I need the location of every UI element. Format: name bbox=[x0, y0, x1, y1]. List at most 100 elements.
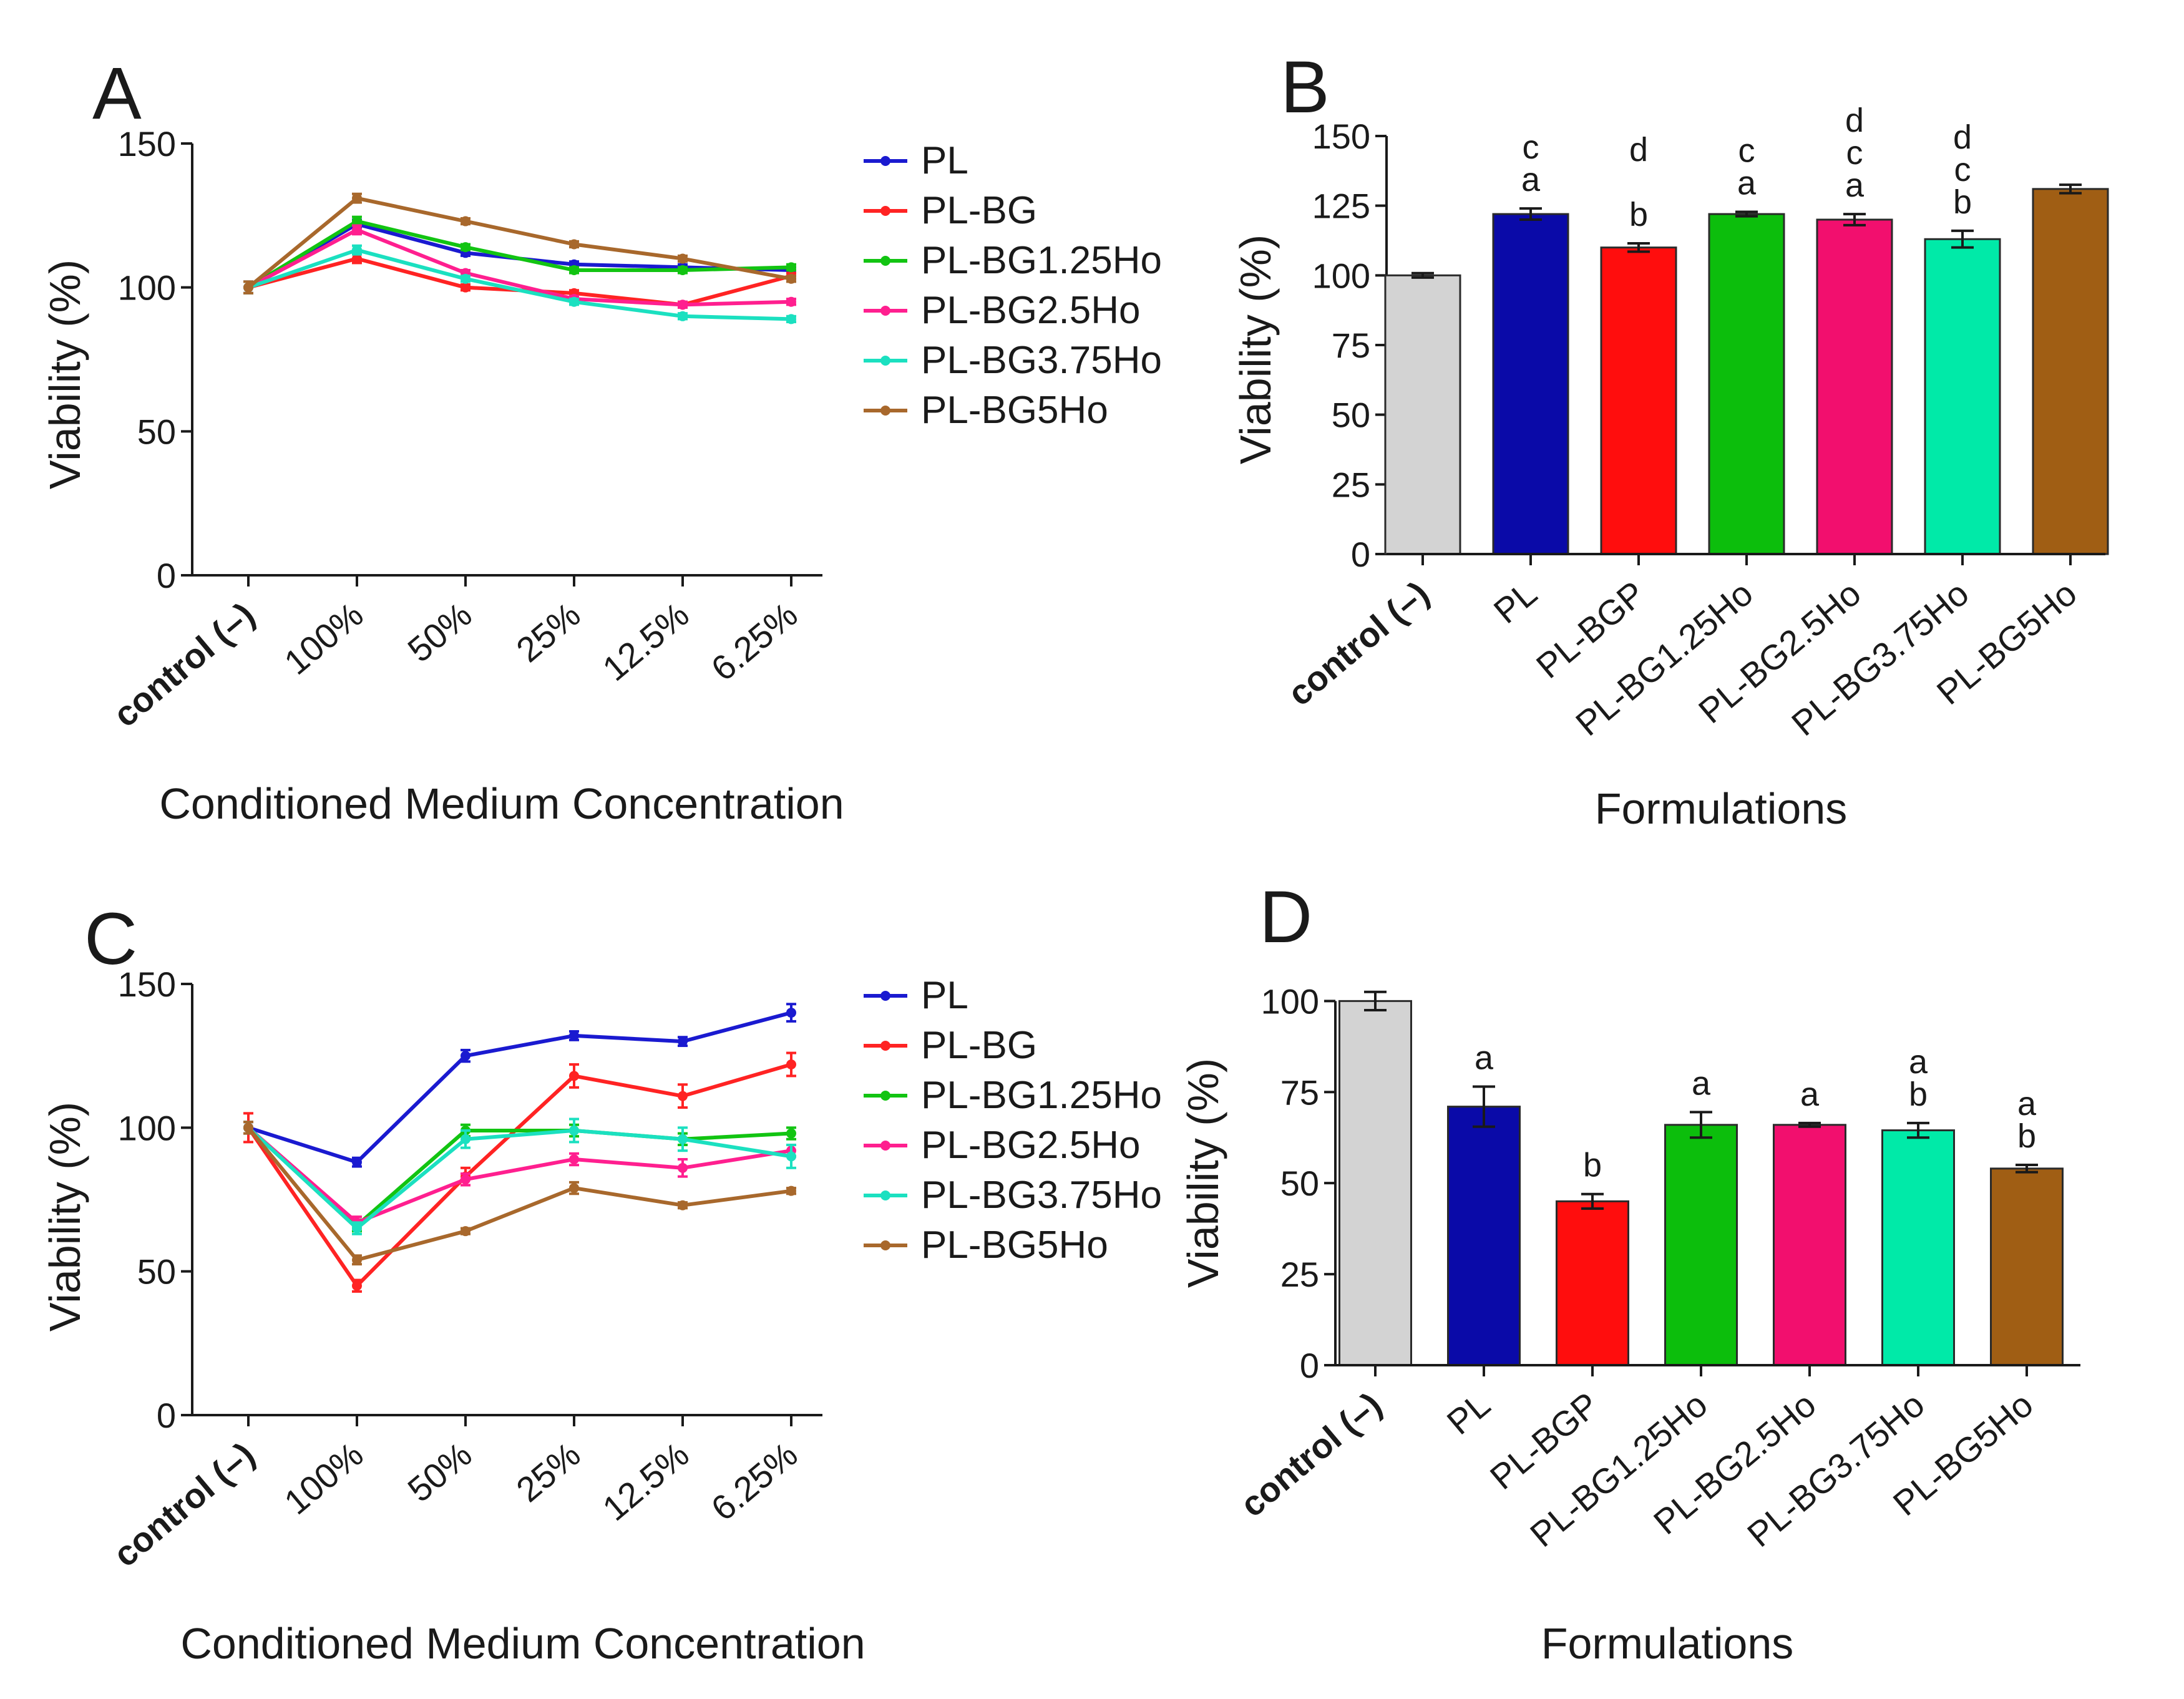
legend-marker bbox=[880, 991, 890, 1001]
panel-a-y-axis-title: Viability (%) bbox=[41, 260, 89, 489]
series-line-pl-bg2-5ho bbox=[247, 1126, 792, 1225]
y-tick-label: 100 bbox=[1261, 981, 1319, 1021]
data-point bbox=[569, 1154, 579, 1165]
data-point bbox=[678, 265, 688, 275]
panel-c-label: C bbox=[84, 898, 137, 980]
panel-b-x-axis-title: Formulations bbox=[1595, 784, 1848, 833]
legend-label: PL-BG1.25Ho bbox=[921, 1074, 1162, 1117]
x-tick-label-50: 50% bbox=[400, 1434, 479, 1509]
data-point bbox=[678, 299, 688, 310]
legend-label: PL-BG3.75Ho bbox=[921, 1174, 1162, 1217]
x-tick-label-12-5: 12.5% bbox=[595, 1434, 696, 1528]
panel-a-label: A bbox=[92, 52, 142, 135]
legend-marker bbox=[880, 1041, 890, 1051]
legend-item-pl-bg1-25ho: PL-BG1.25Ho bbox=[864, 239, 1162, 282]
x-tick-label-control: control (–) bbox=[1233, 1385, 1389, 1524]
panel-d-plot-area: aba aab ab bbox=[1338, 990, 2064, 1366]
x-tick-label-6-25: 6.25% bbox=[704, 595, 805, 688]
bar-pl-bgp bbox=[1556, 1200, 1629, 1366]
panel-a-x-axis-ticks: control (–) 100% 50% 25% 12.5% 6.25% bbox=[106, 574, 822, 734]
legend-item-pl: PL bbox=[864, 139, 968, 182]
data-point bbox=[786, 1151, 796, 1162]
x-tick-label-50: 50% bbox=[400, 595, 479, 669]
significance-letter: d bbox=[1845, 102, 1864, 139]
data-point bbox=[569, 1071, 579, 1081]
legend-label: PL bbox=[921, 974, 968, 1017]
bar-pl-bg5ho bbox=[2032, 188, 2109, 555]
y-tick-label: 75 bbox=[1280, 1073, 1319, 1112]
data-point bbox=[352, 1223, 362, 1234]
data-point bbox=[461, 1134, 470, 1144]
legend-marker bbox=[880, 306, 890, 316]
y-tick-label: 75 bbox=[1332, 326, 1370, 365]
data-point bbox=[678, 1134, 688, 1144]
series-line-pl-bg3-75ho bbox=[246, 1126, 792, 1230]
panel-c-y-axis-title: Viability (%) bbox=[41, 1102, 89, 1331]
bar-pl bbox=[1447, 1106, 1521, 1366]
bar-pl-bg1-25ho bbox=[1664, 1124, 1738, 1366]
significance-letter: d bbox=[1953, 119, 1972, 156]
legend-marker bbox=[880, 1190, 890, 1200]
data-point bbox=[352, 1255, 362, 1265]
x-tick-label-control: control (–) bbox=[1280, 573, 1436, 713]
data-point bbox=[678, 253, 688, 264]
data-point bbox=[678, 1091, 688, 1101]
significance-letter: a bbox=[1737, 164, 1757, 202]
bar-group-pl-bgp: db bbox=[1600, 131, 1677, 555]
significance-letter: a bbox=[1521, 161, 1541, 198]
data-point bbox=[678, 1200, 688, 1210]
data-point bbox=[461, 1174, 470, 1185]
data-point bbox=[461, 1226, 470, 1237]
panel-c-plot-area bbox=[243, 1003, 796, 1293]
bar-control bbox=[1384, 274, 1461, 555]
bar-group-pl-bg2-5ho: a bbox=[1773, 1076, 1846, 1366]
series-pl-bg5ho bbox=[243, 192, 796, 295]
significance-letter: d bbox=[1629, 131, 1648, 168]
significance-letter: c bbox=[1523, 129, 1539, 166]
significance-letter: b bbox=[2017, 1117, 2036, 1155]
significance-letter: b bbox=[1583, 1147, 1602, 1184]
legend-label: PL-BG1.25Ho bbox=[921, 239, 1162, 282]
x-tick-label-25: 25% bbox=[509, 595, 587, 669]
x-tick-label-pl: PL bbox=[1440, 1385, 1498, 1442]
panel-c-x-axis-ticks: control (–) 100% 50% 25% 12.5% 6.25% bbox=[106, 1414, 822, 1574]
data-point bbox=[352, 253, 362, 264]
series-line-pl-bg5ho bbox=[246, 1126, 792, 1262]
legend-label: PL bbox=[921, 139, 968, 182]
panel-a: A 0 50 100 150 control (–) 100% 50% 25% 12.5% 6.… bbox=[41, 52, 1162, 828]
data-point bbox=[786, 262, 796, 273]
legend-item-pl-bg: PL-BG bbox=[864, 189, 1037, 232]
legend-marker bbox=[880, 1141, 890, 1151]
series-pl bbox=[243, 218, 796, 295]
panel-d-x-axis-title: Formulations bbox=[1541, 1619, 1794, 1668]
panel-b-label: B bbox=[1280, 46, 1330, 129]
bar-group-pl: ca bbox=[1492, 129, 1569, 555]
data-point bbox=[352, 1157, 362, 1167]
bar-group-pl-bg5ho: ab bbox=[1990, 1085, 2064, 1366]
panel-b-y-axis-ticks: 0 25 50 75 100 125 150 bbox=[1312, 117, 1388, 574]
panel-c-legend: PL PL-BG PL-BG1.25Ho PL-BG2.5Ho PL-BG3.75Ho P… bbox=[864, 974, 1162, 1267]
bar-pl bbox=[1492, 213, 1569, 555]
y-tick-label: 125 bbox=[1312, 187, 1370, 226]
legend-label: PL-BG2.5Ho bbox=[921, 289, 1141, 332]
bar-group-pl-bg3-75ho: dcb bbox=[1924, 119, 2001, 555]
panel-d-x-axis-ticks: control (–) PLPL-BGPPL-BG1.25HoPL-BG2.5Ho… bbox=[1233, 1364, 2080, 1554]
y-tick-label: 0 bbox=[1300, 1346, 1319, 1385]
bar-pl-bg2-5ho bbox=[1816, 218, 1893, 555]
x-tick-label-100: 100% bbox=[276, 595, 370, 682]
panel-d-y-axis-ticks: 0 25 50 75 100 bbox=[1261, 981, 1337, 1385]
significance-letter: a bbox=[1692, 1064, 1711, 1102]
significance-letter: a bbox=[2017, 1085, 2037, 1122]
panel-d-y-axis-title: Viability (%) bbox=[1179, 1058, 1227, 1288]
bar-pl-bg1-25ho bbox=[1708, 213, 1785, 555]
significance-letter: c bbox=[1954, 151, 1971, 188]
significance-letter: a bbox=[1800, 1076, 1820, 1113]
series-line-pl-bg1-25ho bbox=[247, 219, 792, 290]
x-tick-label-control: control (–) bbox=[106, 1434, 262, 1574]
significance-letter: a bbox=[1909, 1043, 1928, 1081]
series-pl-bg3-75ho bbox=[243, 1117, 796, 1235]
y-tick-label: 50 bbox=[1332, 396, 1370, 435]
